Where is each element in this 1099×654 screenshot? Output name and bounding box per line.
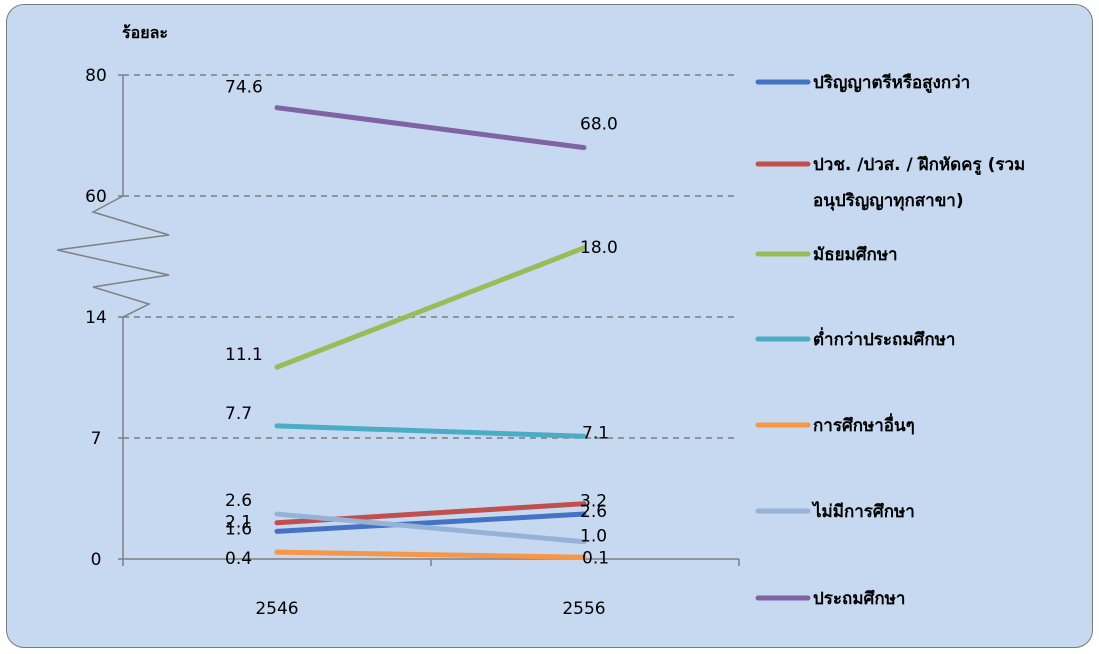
- y-tick-label: 80: [85, 66, 107, 86]
- data-label: 2.6: [225, 491, 252, 511]
- y-axis-break: [56, 195, 170, 318]
- data-label: 1.6: [225, 519, 252, 539]
- series-line: [274, 549, 587, 560]
- data-label: 3.2: [580, 492, 607, 512]
- legend-label: ไม่มีการศึกษา: [811, 501, 915, 522]
- legend-label: อนุปริญญาทุกสาขา): [813, 191, 964, 211]
- data-label: 0.1: [582, 548, 609, 568]
- x-tick-label: 2546: [255, 599, 298, 619]
- data-label: 18.0: [580, 238, 618, 258]
- legend-label: มัธยมศึกษา: [813, 245, 898, 265]
- series-line: [274, 105, 587, 151]
- data-label: 2.1: [225, 513, 252, 533]
- data-label: 0.4: [225, 549, 252, 569]
- chart-frame: 0 7 14 60 80 ร้อยละ 2546 2556 1.6 2.6 2.1 3.2 11.1 18…: [6, 4, 1093, 648]
- legend-label: ปริญญาตรีหรือสูงกว่า: [813, 72, 970, 94]
- legend-label: ปวช. /ปวส. / ฝึกหัดครู (รวม: [813, 155, 1025, 176]
- series-line: [274, 245, 587, 370]
- y-tick-label: 0: [91, 550, 102, 570]
- data-label: 11.1: [225, 345, 263, 365]
- data-label: 7.1: [582, 423, 609, 443]
- legend-label: ต่ำกว่าประถมศึกษา: [813, 327, 955, 350]
- y-tick-label: 60: [85, 187, 107, 207]
- series-line: [274, 511, 587, 545]
- x-tick-label: 2556: [562, 599, 605, 619]
- series-line: [274, 511, 587, 534]
- data-label: 74.6: [225, 78, 263, 98]
- y-tick-label: 14: [85, 308, 107, 328]
- data-label: 68.0: [580, 115, 618, 135]
- data-label: 7.7: [225, 404, 252, 424]
- series-line: [274, 423, 587, 439]
- data-label: 2.6: [580, 502, 607, 522]
- y-tick-label: 7: [91, 429, 102, 449]
- y-axis-title: ร้อยละ: [122, 23, 168, 42]
- legend-label: การศึกษาอื่นๆ: [813, 413, 915, 436]
- data-label: 1.0: [580, 527, 607, 547]
- legend-label: ประถมศึกษา: [813, 589, 905, 609]
